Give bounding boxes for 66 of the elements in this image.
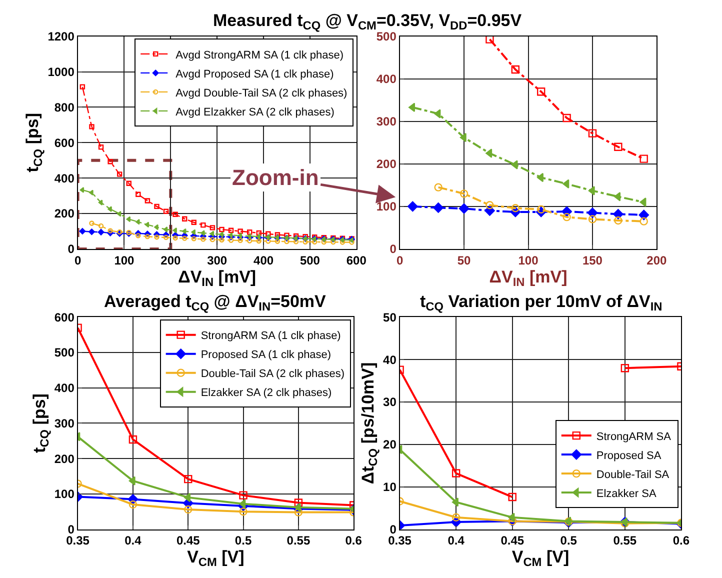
x-tick-label: 150 xyxy=(582,253,603,268)
x-tick-label: 0.55 xyxy=(613,534,637,548)
y-tick-label: 300 xyxy=(376,114,397,129)
y-tick-label: 500 xyxy=(54,346,75,360)
y-tick-label: 0 xyxy=(68,522,75,536)
y-tick-label: 400 xyxy=(54,381,75,396)
x-tick-label: 100 xyxy=(114,253,135,268)
legend-label: StrongARM SA xyxy=(596,430,672,443)
chart-title: Averaged t$_{CQ}$ @ ΔV$_{IN}$=50mV xyxy=(104,292,327,314)
y-tick-label: 0 xyxy=(68,242,75,256)
x-tick-label: 300 xyxy=(207,253,228,268)
x-tick-label: 200 xyxy=(160,253,181,268)
legend-label: Elzakker SA (2 clk phases) xyxy=(200,387,332,400)
y-tick-label: 200 xyxy=(54,452,75,466)
x-tick-label: 600 xyxy=(346,253,367,268)
x-tick-label: 0.5 xyxy=(560,534,578,548)
y-tick-label: 100 xyxy=(54,487,75,502)
legend-label: StrongARM SA (1 clk phase) xyxy=(200,330,341,342)
y-tick-label: 800 xyxy=(54,100,75,114)
x-tick-label: 0.6 xyxy=(345,534,362,548)
y-tick-label: 0 xyxy=(390,522,397,536)
y-tick-label: 100 xyxy=(376,200,397,214)
x-axis-title: ΔV$_{IN}$ [mV] xyxy=(489,267,568,289)
legend-label: Avgd Proposed SA (1 clk phase) xyxy=(176,68,334,80)
y-tick-label: 10 xyxy=(383,480,397,494)
x-tick-label: 0.5 xyxy=(234,534,252,548)
legend-label: Double-Tail SA (2 clk phases) xyxy=(200,368,345,380)
x-axis-title: ΔV$_{IN}$ [mV] xyxy=(178,267,256,289)
legend-label: Proposed SA (1 clk phase) xyxy=(200,349,332,362)
x-axis-title: V$_{CM}$ [V] xyxy=(187,548,244,570)
chart-title: t$_{CQ}$ Variation per 10mV of ΔV$_{IN}$ xyxy=(420,292,662,314)
x-tick-label: 0.4 xyxy=(448,534,465,548)
y-tick-label: 600 xyxy=(54,136,75,150)
x-tick-label: 0.45 xyxy=(500,534,524,548)
legend-label: Proposed SA xyxy=(596,450,662,462)
y-tick-label: 300 xyxy=(54,416,75,430)
y-tick-label: 1200 xyxy=(48,30,75,44)
y-tick-label: 30 xyxy=(383,395,397,410)
legend-label: Double-Tail SA xyxy=(596,468,670,481)
x-tick-label: 400 xyxy=(254,253,274,268)
y-tick-label: 40 xyxy=(383,352,397,367)
x-axis-title: V$_{CM}$ [V] xyxy=(512,548,570,570)
x-tick-label: 0.6 xyxy=(672,534,690,548)
y-tick-label: 400 xyxy=(376,72,397,86)
x-tick-label: 50 xyxy=(457,253,472,268)
x-tick-label: 0.55 xyxy=(286,534,310,548)
x-tick-label: 0.35 xyxy=(388,534,412,548)
x-tick-label: 500 xyxy=(300,253,320,268)
annotation: Zoom-in xyxy=(232,165,319,190)
legend-label: Avgd Elzakker SA (2 clk phases) xyxy=(176,106,334,118)
legend-label: Elzakker SA xyxy=(596,488,657,500)
y-tick-label: 400 xyxy=(54,171,75,186)
x-tick-label: 200 xyxy=(646,253,668,268)
legend-label: Avgd Double-Tail SA (2 clk phases) xyxy=(176,87,348,100)
x-tick-label: 0.45 xyxy=(176,534,200,548)
legend-label: Avgd StrongARM SA (1 clk phase) xyxy=(176,49,344,62)
x-tick-label: 0.35 xyxy=(66,534,90,548)
y-tick-label: 200 xyxy=(54,206,75,221)
x-tick-label: 0.4 xyxy=(124,534,142,548)
x-tick-label: 100 xyxy=(518,253,539,268)
y-tick-label: 1000 xyxy=(48,64,75,79)
y-tick-label: 20 xyxy=(383,438,397,452)
y-tick-label: 600 xyxy=(54,310,75,324)
y-tick-label: 50 xyxy=(383,310,397,324)
y-tick-label: 0 xyxy=(390,242,397,256)
y-tick-label: 200 xyxy=(376,157,397,172)
